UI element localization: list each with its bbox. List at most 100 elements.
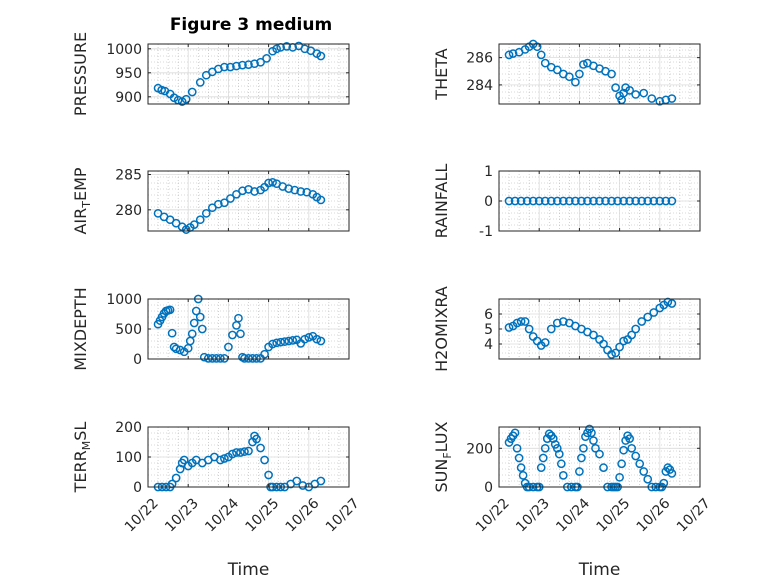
data-point — [260, 349, 269, 359]
subplot-3: 280 285 AIRTEMP — [71, 167, 350, 235]
data-point — [187, 87, 197, 97]
data-point — [595, 335, 604, 344]
data-point — [558, 317, 568, 326]
data-point — [540, 338, 550, 347]
x-tick-label: 10/25 — [594, 495, 634, 535]
data-point — [276, 337, 286, 347]
data-point — [625, 434, 635, 443]
data-point — [195, 78, 205, 87]
x-tick-label: 10/23 — [513, 495, 553, 535]
data-point — [510, 428, 520, 438]
data-point — [288, 336, 298, 345]
data-point — [244, 446, 253, 456]
y-tick-label: 0 — [133, 480, 142, 496]
data-point — [504, 196, 514, 206]
data-point — [187, 329, 197, 339]
data-point — [312, 334, 322, 344]
data-point — [191, 306, 201, 316]
data-point — [518, 471, 528, 480]
data-point — [601, 196, 610, 206]
data-point — [508, 49, 518, 58]
data-point — [625, 196, 635, 206]
data-point — [548, 434, 558, 443]
data-point — [171, 473, 181, 483]
data-point — [220, 198, 229, 208]
data-point — [631, 451, 641, 461]
data-point — [667, 469, 677, 478]
y-tick-label: 0 — [484, 194, 493, 210]
x-axis-label: Time — [227, 560, 270, 580]
data-point — [615, 472, 624, 482]
data-point — [216, 455, 225, 465]
y-tick-label: 0 — [484, 480, 493, 496]
data-point — [250, 59, 259, 69]
y-tick-label: 950 — [115, 66, 142, 82]
data-point — [627, 443, 637, 453]
data-point — [577, 453, 586, 463]
data-point — [552, 196, 562, 206]
data-point — [589, 330, 598, 340]
data-point — [538, 453, 548, 463]
data-point — [661, 196, 671, 206]
data-point — [228, 330, 237, 340]
data-point — [643, 196, 653, 206]
data-point — [224, 342, 233, 352]
data-point — [667, 196, 677, 206]
data-point — [171, 344, 181, 354]
data-point — [300, 334, 310, 344]
data-point — [631, 324, 641, 334]
x-tick-label: 10/22 — [122, 495, 162, 535]
data-point — [546, 324, 556, 334]
data-point — [236, 448, 245, 457]
data-point — [264, 178, 273, 188]
data-point — [510, 196, 520, 206]
data-point — [627, 330, 637, 340]
y-tick-label: 6 — [484, 307, 493, 323]
data-point — [520, 317, 530, 326]
data-point — [667, 299, 677, 308]
data-point — [552, 318, 562, 328]
data-point — [195, 215, 205, 225]
data-point — [532, 336, 542, 346]
subplot-5: 0 500 1000 MIXDEPTH — [71, 287, 350, 371]
data-point — [552, 443, 562, 453]
data-point — [575, 467, 584, 476]
data-point — [643, 312, 653, 322]
x-tick-label: 10/23 — [162, 495, 202, 535]
data-point — [558, 196, 568, 206]
data-point — [256, 443, 265, 453]
data-point — [595, 449, 604, 459]
data-point — [532, 42, 542, 52]
data-point — [268, 339, 277, 349]
data-point — [579, 443, 588, 453]
data-point — [611, 348, 620, 358]
data-point — [226, 62, 235, 72]
data-point — [250, 187, 259, 196]
data-point — [528, 332, 538, 341]
data-point — [167, 328, 177, 338]
data-point — [617, 459, 626, 469]
data-point — [189, 318, 199, 328]
data-point — [195, 312, 205, 322]
data-point — [615, 342, 624, 352]
data-point — [667, 94, 677, 103]
data-point — [512, 318, 522, 328]
data-point — [611, 83, 620, 92]
y-axis-label: SUNFLUX — [432, 421, 454, 492]
data-point — [637, 317, 647, 326]
data-point — [599, 463, 608, 472]
y-tick-label: 284 — [466, 78, 493, 94]
data-point — [639, 88, 649, 98]
y-axis-label: H2OMIXRA — [432, 286, 451, 372]
data-point — [655, 196, 665, 206]
data-point — [232, 448, 241, 457]
data-point — [591, 443, 600, 453]
data-point — [649, 308, 659, 317]
data-point — [175, 345, 185, 355]
data-point — [316, 336, 326, 346]
axes-box — [498, 426, 701, 488]
data-point — [528, 196, 538, 206]
data-point — [599, 339, 608, 349]
axes-box — [498, 43, 701, 105]
